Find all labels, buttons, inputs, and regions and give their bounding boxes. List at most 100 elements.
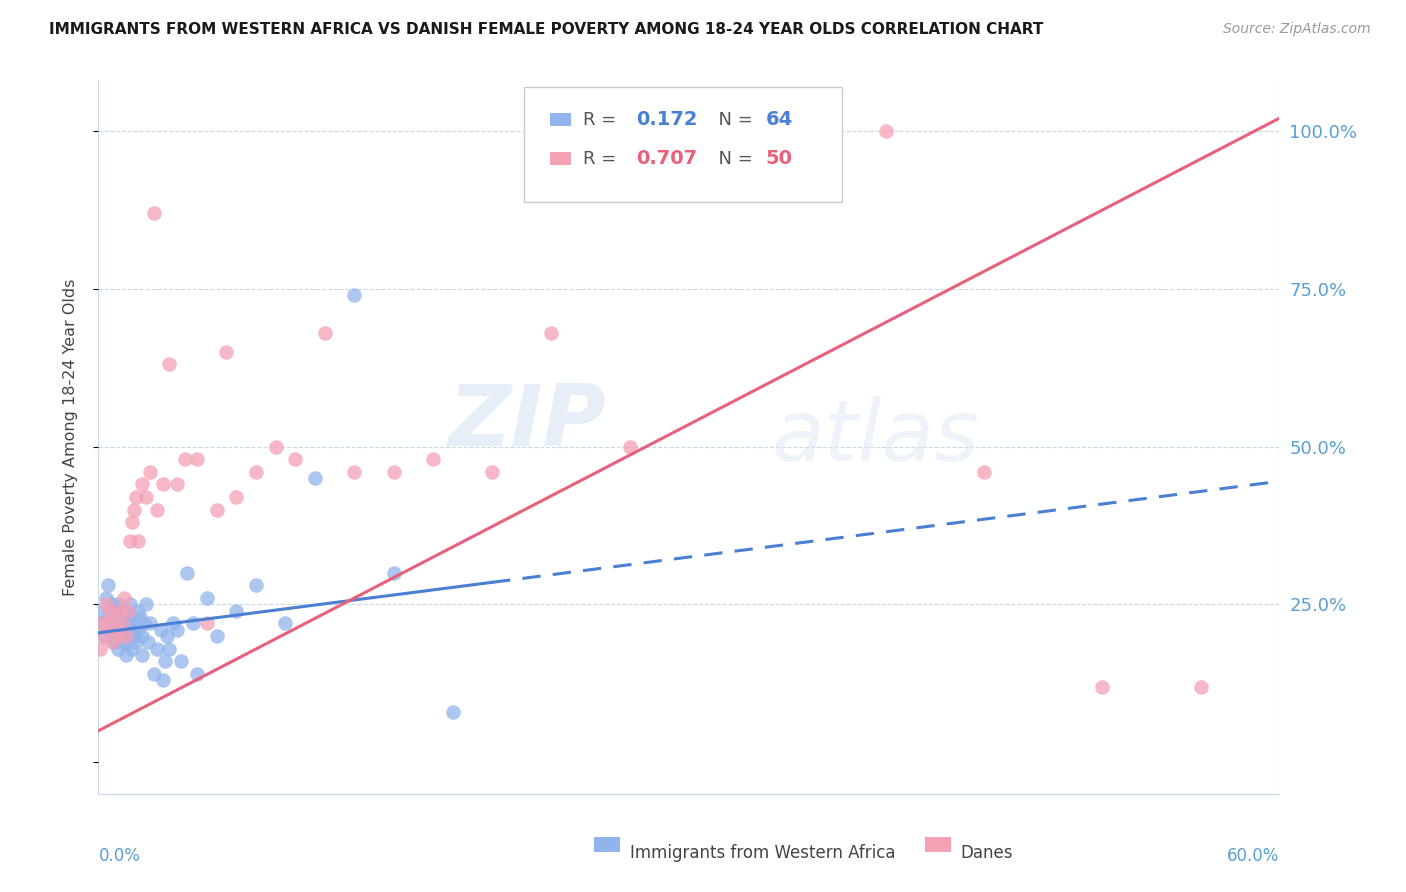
Point xyxy=(135,490,157,504)
Point xyxy=(1189,680,1212,694)
Point xyxy=(343,288,366,302)
Point xyxy=(101,635,124,649)
Point xyxy=(108,604,131,618)
Point xyxy=(973,465,995,479)
FancyBboxPatch shape xyxy=(550,153,571,165)
Point xyxy=(105,629,128,643)
Point xyxy=(115,629,138,643)
Point xyxy=(264,440,287,454)
Point xyxy=(112,604,135,618)
Point xyxy=(225,490,247,504)
Text: 64: 64 xyxy=(766,110,793,129)
Point xyxy=(121,516,143,530)
Point xyxy=(127,623,149,637)
Point xyxy=(142,666,165,681)
Point xyxy=(118,623,141,637)
Text: atlas: atlas xyxy=(772,395,980,479)
Point xyxy=(107,641,129,656)
Point xyxy=(138,465,160,479)
Point xyxy=(93,629,115,643)
Point xyxy=(382,465,405,479)
Point xyxy=(156,629,179,643)
Point xyxy=(176,566,198,580)
Point xyxy=(91,616,114,631)
Text: 0.0%: 0.0% xyxy=(98,847,141,865)
Text: N =: N = xyxy=(707,150,758,168)
Text: R =: R = xyxy=(582,111,621,128)
FancyBboxPatch shape xyxy=(595,837,620,853)
Point xyxy=(796,124,818,138)
Point xyxy=(91,604,114,618)
Point xyxy=(103,610,125,624)
Point xyxy=(105,604,128,618)
Point xyxy=(274,616,297,631)
Point xyxy=(118,534,141,549)
Point xyxy=(284,452,307,467)
Text: IMMIGRANTS FROM WESTERN AFRICA VS DANISH FEMALE POVERTY AMONG 18-24 YEAR OLDS CO: IMMIGRANTS FROM WESTERN AFRICA VS DANISH… xyxy=(49,22,1043,37)
Point xyxy=(107,598,129,612)
Point xyxy=(111,635,134,649)
Point xyxy=(101,616,124,631)
Point xyxy=(157,358,180,372)
Point xyxy=(245,465,267,479)
Text: 0.707: 0.707 xyxy=(636,149,697,169)
Point xyxy=(142,206,165,220)
Point xyxy=(97,616,120,631)
Point xyxy=(122,616,145,631)
Point xyxy=(382,566,405,580)
Point xyxy=(103,610,125,624)
Point xyxy=(150,623,173,637)
Point xyxy=(619,440,641,454)
Point xyxy=(128,610,150,624)
Point xyxy=(97,578,120,592)
Point xyxy=(117,610,139,624)
Point xyxy=(1091,680,1114,694)
Point xyxy=(138,616,160,631)
Point xyxy=(146,641,169,656)
FancyBboxPatch shape xyxy=(523,87,842,202)
Point xyxy=(108,610,131,624)
FancyBboxPatch shape xyxy=(925,837,950,853)
Point xyxy=(136,635,159,649)
Point xyxy=(98,604,121,618)
Point xyxy=(127,534,149,549)
Point xyxy=(166,477,188,491)
Point xyxy=(195,591,218,606)
FancyBboxPatch shape xyxy=(550,113,571,126)
Point xyxy=(186,666,208,681)
Point xyxy=(122,502,145,516)
Point xyxy=(162,616,184,631)
Point xyxy=(101,598,124,612)
Point xyxy=(343,465,366,479)
Point xyxy=(115,648,138,662)
Point xyxy=(108,629,131,643)
Y-axis label: Female Poverty Among 18-24 Year Olds: Female Poverty Among 18-24 Year Olds xyxy=(63,278,77,596)
Point xyxy=(103,635,125,649)
Point xyxy=(152,673,174,688)
Point xyxy=(121,641,143,656)
Point xyxy=(225,604,247,618)
Text: Source: ZipAtlas.com: Source: ZipAtlas.com xyxy=(1223,22,1371,37)
Point xyxy=(117,616,139,631)
Point xyxy=(540,326,562,340)
Point xyxy=(131,477,153,491)
Point xyxy=(245,578,267,592)
Point xyxy=(125,635,148,649)
Point xyxy=(112,623,135,637)
Text: ZIP: ZIP xyxy=(449,381,606,465)
Text: N =: N = xyxy=(707,111,758,128)
Point xyxy=(118,598,141,612)
Point xyxy=(107,629,129,643)
Text: 60.0%: 60.0% xyxy=(1227,847,1279,865)
Point xyxy=(111,616,134,631)
Point xyxy=(115,629,138,643)
Point xyxy=(157,641,180,656)
Point xyxy=(93,629,115,643)
Point xyxy=(215,344,238,359)
Point xyxy=(195,616,218,631)
Point xyxy=(155,654,177,668)
Point xyxy=(697,124,720,138)
Point xyxy=(170,654,193,668)
Point xyxy=(117,604,139,618)
Point xyxy=(96,591,118,606)
